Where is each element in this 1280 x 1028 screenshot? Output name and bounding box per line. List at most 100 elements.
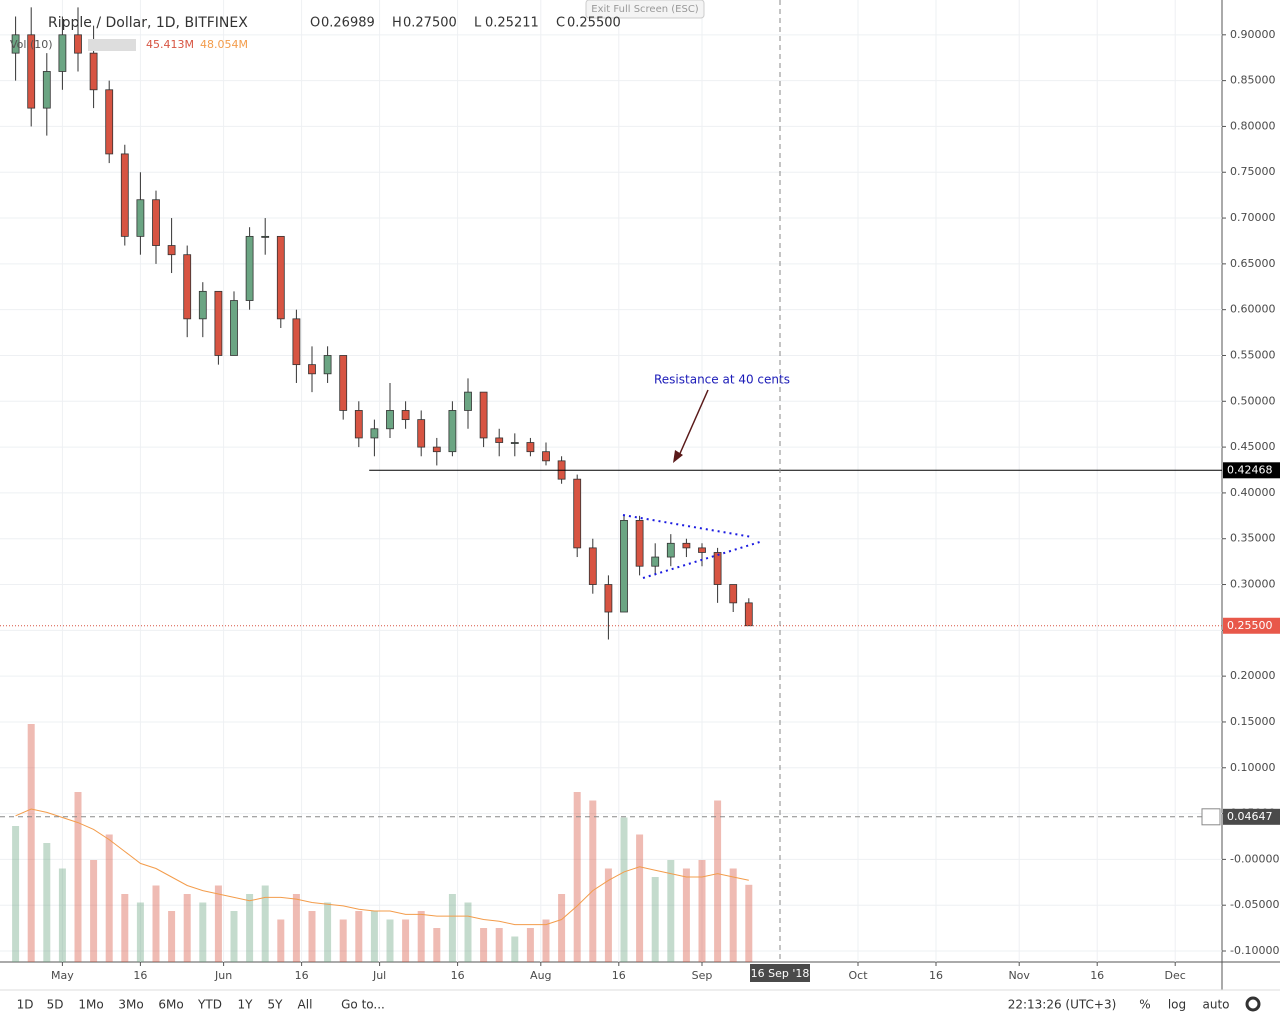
candle-body xyxy=(292,318,301,366)
volume-bar xyxy=(667,860,675,962)
toolbar-button[interactable]: 1D xyxy=(17,998,34,1012)
fullscreen-hint[interactable]: Exit Full Screen (ESC) xyxy=(591,4,699,15)
candle-body xyxy=(136,199,145,237)
volume-bar xyxy=(714,800,722,962)
volume-bar xyxy=(464,902,472,962)
candle-body xyxy=(276,235,285,320)
y-tick-label: 0.90000 xyxy=(1230,28,1276,41)
crosshair-y-label: 0.04647 xyxy=(1227,810,1273,823)
y-tick-label: -0.05000 xyxy=(1230,898,1279,911)
last-price-label: 0.25500 xyxy=(1227,619,1273,632)
volume-bar xyxy=(136,902,144,962)
toolbar-item[interactable]: % xyxy=(1139,998,1150,1012)
toolbar-button[interactable]: 1Y xyxy=(238,998,254,1012)
candle-body xyxy=(588,547,597,585)
candle-body xyxy=(401,410,410,421)
volume-bar xyxy=(152,885,160,962)
candle-body xyxy=(354,410,363,439)
toolbar-button[interactable]: 6Mo xyxy=(158,998,183,1012)
volume-bar xyxy=(261,885,269,962)
x-tick-label: Sep xyxy=(692,969,713,982)
candle-body xyxy=(214,290,223,356)
toolbar-button[interactable]: 5D xyxy=(47,998,64,1012)
settings-icon[interactable] xyxy=(1245,996,1261,1012)
toolbar: 1D 5D 1Mo 3Mo 6Mo YTD 1Y 5Y All Go to... 22:13:26 … xyxy=(17,996,1261,1012)
candle-body xyxy=(27,34,36,109)
y-tick-label: 0.10000 xyxy=(1230,761,1276,774)
candle-body xyxy=(230,300,238,356)
candle-body xyxy=(510,442,519,444)
candle-body xyxy=(682,542,691,549)
volume-bar xyxy=(199,902,207,962)
candle-body xyxy=(495,437,504,443)
candle-body xyxy=(417,419,426,448)
y-tick-label: 0.15000 xyxy=(1230,715,1276,728)
candle-body xyxy=(620,519,628,613)
toolbar-item: 22:13:26 (UTC+3) xyxy=(1008,998,1117,1012)
ohlc-key: O xyxy=(310,16,320,31)
ohlc-value: 0.26989 xyxy=(321,16,375,31)
candle-body xyxy=(604,584,613,613)
toolbar-button[interactable]: 5Y xyxy=(268,998,284,1012)
volume-bar xyxy=(511,936,519,962)
toolbar-button[interactable]: YTD xyxy=(197,998,222,1012)
ohlc-value: 0.25500 xyxy=(567,16,621,31)
x-tick-label: 16 xyxy=(295,969,309,982)
volume-bar xyxy=(417,911,425,962)
candle-body xyxy=(261,235,270,238)
candle-body xyxy=(308,364,316,375)
candle-body xyxy=(58,34,67,72)
fullscreen-button[interactable] xyxy=(585,0,705,19)
volume-bar xyxy=(433,928,441,962)
toolbar-button[interactable]: Go to... xyxy=(341,998,385,1012)
y-tick-label: 0.50000 xyxy=(1230,394,1276,407)
candle-body xyxy=(183,254,192,320)
candle-body xyxy=(89,52,98,91)
toolbar-button[interactable]: All xyxy=(298,998,313,1012)
candle-body xyxy=(198,290,207,320)
volume-bar xyxy=(308,911,316,962)
x-tick-label: Jul xyxy=(372,969,386,982)
legend-buttons[interactable] xyxy=(88,39,136,51)
y-tick-label: 0.65000 xyxy=(1230,257,1276,270)
crosshair-x-box xyxy=(750,964,810,982)
annotation-arrow xyxy=(677,389,709,459)
y-tick-label: 0.30000 xyxy=(1230,578,1276,591)
ohlc-value: 0.27500 xyxy=(403,16,457,31)
toolbar-button[interactable]: 1Mo xyxy=(78,998,103,1012)
volume-bar xyxy=(682,868,690,962)
candle-body xyxy=(105,89,114,155)
volume-bar xyxy=(246,894,254,962)
x-tick-label: Oct xyxy=(848,969,868,982)
x-tick-label: 16 xyxy=(133,969,147,982)
candles xyxy=(11,7,753,640)
volume-legend-value: 45.413M xyxy=(146,38,194,51)
candle-body xyxy=(713,552,722,585)
candle-body xyxy=(245,235,254,301)
y-tick-label: 0.35000 xyxy=(1230,532,1276,545)
toolbar-item[interactable]: auto xyxy=(1202,998,1229,1012)
resistance-price-label: 0.42468 xyxy=(1227,463,1273,476)
x-tick-label: Dec xyxy=(1165,969,1186,982)
candle-body xyxy=(651,556,660,567)
volume-bar xyxy=(183,894,191,962)
volume-bar xyxy=(386,919,394,962)
ohlc-legend: O 0.26989 H 0.27500 L 0.25211 C 0.25500 xyxy=(310,16,621,31)
volume-bar xyxy=(214,885,222,962)
candle-body xyxy=(120,153,129,237)
volume-bar xyxy=(370,911,378,962)
candle-body xyxy=(370,428,379,439)
toolbar-item[interactable]: log xyxy=(1168,998,1186,1012)
candle-body xyxy=(635,519,644,567)
y-tick-label: 0.70000 xyxy=(1230,211,1276,224)
volume-ma-legend-value: 48.054M xyxy=(200,38,248,51)
volume-bar xyxy=(402,919,410,962)
crosshair-y-box xyxy=(1223,808,1280,825)
volume-bar xyxy=(542,919,550,962)
volume-bar xyxy=(277,919,285,962)
candle-body xyxy=(152,199,160,246)
volume-bar xyxy=(43,843,51,962)
toolbar-button[interactable]: 3Mo xyxy=(118,998,143,1012)
grid xyxy=(0,0,1222,962)
